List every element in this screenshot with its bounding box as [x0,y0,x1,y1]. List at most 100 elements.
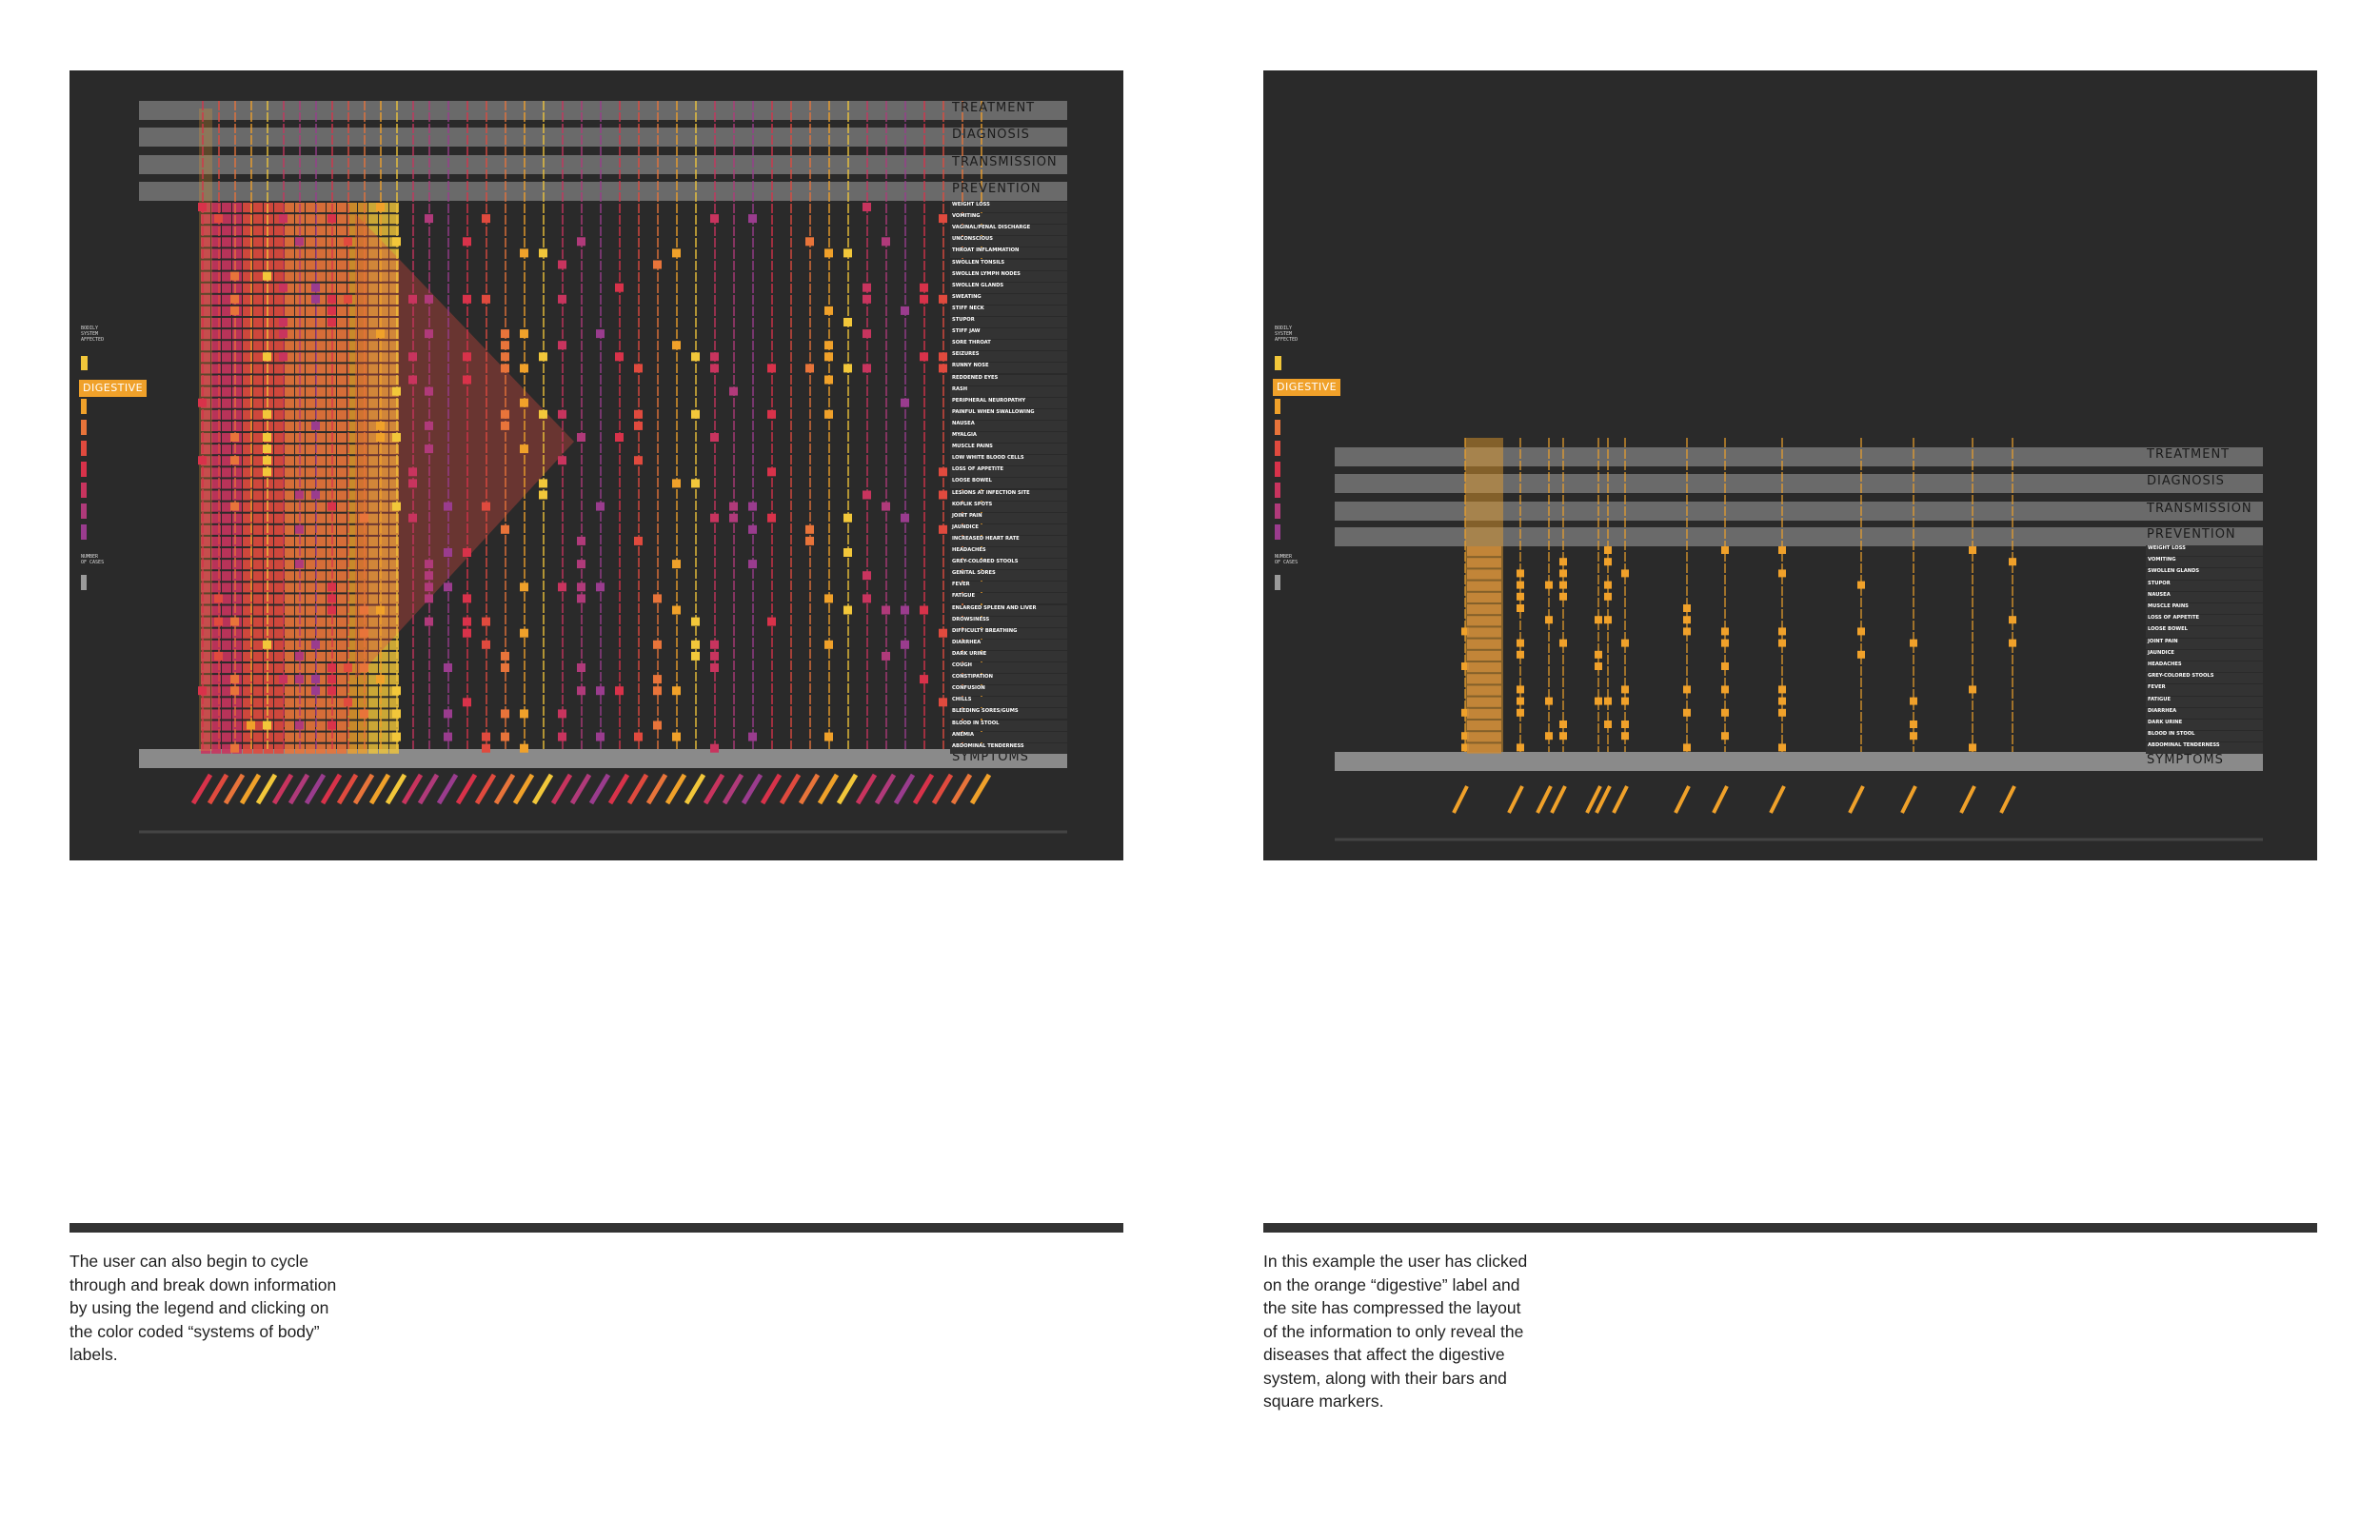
symptom-label[interactable]: JOINT PAIN [2148,638,2178,644]
symptom-label[interactable]: JAUNDICE [2148,649,2174,656]
symptom-row [2146,720,2263,731]
category-prevention[interactable]: PREVENTION [2147,527,2236,542]
symptom-label[interactable]: CHILLS [952,697,972,703]
disease-bar [327,364,336,374]
symptom-label[interactable]: GENITAL SORES [952,570,996,577]
symptom-label[interactable]: JAUNDICE [952,523,979,530]
category-diagnosis[interactable]: DIAGNOSIS [2147,474,2225,488]
symptom-label[interactable]: SWOLLEN TONSILS [952,259,1005,266]
symptom-label[interactable]: NAUSEA [952,420,975,426]
symptom-marker [1517,592,1524,601]
symptom-label[interactable]: SWOLLEN GLANDS [952,282,1004,288]
symptom-label[interactable]: ABDOMINAL TENDERNESS [2148,742,2220,749]
symptom-label[interactable]: GREY-COLORED STOOLS [952,559,1019,565]
symptom-label[interactable]: SWEATING [952,293,982,300]
symptom-label[interactable]: SEIZURES [952,351,980,358]
symptom-label[interactable]: DIARRHEA [2148,707,2177,714]
symptom-label[interactable]: WEIGHT LOSS [952,202,990,207]
category-prevention[interactable]: PREVENTION [952,182,1041,196]
symptom-label[interactable]: ANEMIA [952,731,975,738]
caption-divider [1263,1223,2317,1233]
disease-bar [337,364,347,374]
category-diagnosis[interactable]: DIAGNOSIS [952,128,1030,142]
symptom-label[interactable]: LOOSE BOWEL [952,478,992,484]
symptom-label[interactable]: HEADACHES [952,547,986,553]
disease-bar [285,743,294,754]
symptom-label[interactable]: LESIONS AT INFECTION SITE [952,489,1030,496]
symptom-label[interactable]: CONSTIPATION [952,674,993,681]
symptom-label[interactable]: RUNNY NOSE [952,363,989,369]
legend-swatch [81,462,87,477]
symptom-label[interactable]: NAUSEA [2148,591,2171,598]
symptom-label[interactable]: DIARRHEA [952,639,982,645]
disease-bar [337,203,347,213]
category-transmission[interactable]: TRANSMISSION [952,155,1058,169]
legend-digestive-label[interactable]: DIGESTIVE [1273,379,1341,396]
symptom-label[interactable]: REDDENED EYES [952,374,999,381]
category-transmission[interactable]: TRANSMISSION [2147,502,2252,516]
symptom-label[interactable]: DARK URINE [2148,720,2183,725]
symptom-label[interactable]: CONFUSION [952,685,985,692]
symptom-label[interactable]: FATIGUE [952,593,976,600]
symptom-label[interactable]: LOOSE BOWEL [2148,626,2188,633]
symptom-label[interactable]: BLOOD IN STOOL [2148,731,2195,738]
symptom-label[interactable]: WEIGHT LOSS [2148,545,2186,551]
disease-bar [285,490,294,501]
symptom-row [950,535,1067,546]
symptom-label[interactable]: MYALGIA [952,432,977,438]
symptom-label[interactable]: BLOOD IN STOOL [952,720,1000,726]
symptom-label[interactable]: PERIPHERAL NEUROPATHY [952,397,1026,404]
symptom-label[interactable]: FEVER [952,582,970,588]
symptom-label[interactable]: STUPOR [952,317,975,323]
symptom-label[interactable]: FEVER [2148,684,2166,691]
disease-bar [316,709,326,720]
symptom-label[interactable]: INCREASED HEART RATE [952,535,1020,542]
disease-bar [222,444,231,455]
disease-bar [358,433,367,444]
disease-bar [232,732,242,742]
symptom-label[interactable]: VOMITING [2148,557,2176,563]
symptom-label[interactable]: STUPOR [2148,580,2171,586]
symptom-label[interactable]: GREY-COLORED STOOLS [2148,673,2214,680]
disease-bar [316,721,326,731]
symptom-row [950,282,1067,293]
symptom-label[interactable]: VAGINAL/PENAL DISCHARGE [952,225,1031,231]
disease-bar [222,479,231,489]
symptom-marker [360,709,368,719]
symptom-row [950,604,1067,616]
symptom-label[interactable]: MUSCLE PAINS [2148,603,2189,609]
category-treatment[interactable]: TREATMENT [2147,447,2231,462]
symptom-label[interactable]: SWOLLEN GLANDS [2148,568,2200,575]
symptom-label[interactable]: SORE THROAT [952,340,991,346]
symptom-label[interactable]: MUSCLE PAINS [952,444,993,450]
category-treatment[interactable]: TREATMENT [952,101,1036,115]
symptom-label[interactable]: KOPLIK SPOTS [952,501,993,507]
symptom-marker [558,260,566,269]
symptom-label[interactable]: FATIGUE [2148,696,2172,702]
symptom-label[interactable]: ABDOMINAL TENDERNESS [952,742,1024,749]
disease-label-tick [474,773,497,805]
symptom-label[interactable]: THROAT INFLAMMATION [952,247,1020,254]
symptom-label[interactable]: LOSS OF APPETITE [2148,615,2200,622]
symptom-label[interactable]: PAINFUL WHEN SWALLOWING [952,408,1035,415]
symptom-label[interactable]: JOINT PAIN [952,512,982,519]
symptom-label[interactable]: HEADACHES [2148,661,2182,667]
symptom-label[interactable]: RASH [952,385,968,392]
symptom-label[interactable]: COUGH [952,662,973,668]
symptom-label[interactable]: DARK URINE [952,650,987,657]
disease-bar [368,398,378,408]
symptom-label[interactable]: SWOLLEN LYMPH NODES [952,270,1021,277]
symptom-label[interactable]: STIFF JAW [952,328,981,335]
symptom-label[interactable]: STIFF NECK [952,305,984,311]
disease-label-tick [664,773,687,805]
disease-bar [222,524,231,535]
symptom-label[interactable]: DIFFICULTY BREATHING [952,627,1018,634]
symptom-label[interactable]: DROWSINESS [952,616,990,622]
symptom-label[interactable]: VOMITING [952,213,981,220]
symptom-label[interactable]: LOW WHITE BLOOD CELLS [952,455,1024,462]
symptom-label[interactable]: BLEEDING SORES/GUMS [952,708,1019,715]
symptom-label[interactable]: UNCONSCIOUS [952,236,993,243]
symptom-label[interactable]: ENLARGED SPLEEN AND LIVER [952,604,1037,611]
symptom-label[interactable]: LOSS OF APPETITE [952,466,1004,473]
legend-digestive-label[interactable]: DIGESTIVE [79,380,148,397]
